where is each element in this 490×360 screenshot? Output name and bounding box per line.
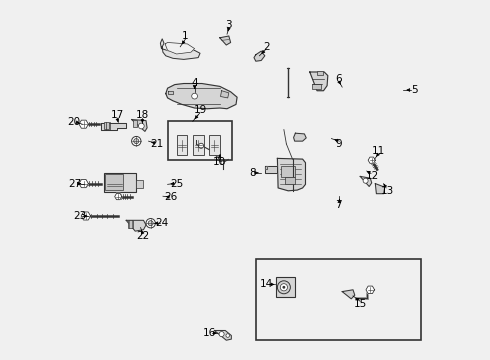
Polygon shape xyxy=(160,39,200,59)
Text: 12: 12 xyxy=(366,171,379,181)
Polygon shape xyxy=(265,166,277,173)
Circle shape xyxy=(198,143,204,148)
Circle shape xyxy=(139,123,144,129)
Bar xyxy=(128,220,133,228)
Text: 15: 15 xyxy=(354,299,367,309)
Polygon shape xyxy=(360,176,372,186)
Circle shape xyxy=(219,332,224,337)
Polygon shape xyxy=(79,120,88,128)
Bar xyxy=(312,84,320,89)
Bar xyxy=(176,135,187,155)
Text: 16: 16 xyxy=(202,328,216,338)
Text: 10: 10 xyxy=(213,157,226,167)
Polygon shape xyxy=(366,286,374,293)
Text: 27: 27 xyxy=(69,179,82,189)
Text: 5: 5 xyxy=(411,85,417,95)
Polygon shape xyxy=(168,91,173,94)
Polygon shape xyxy=(254,51,265,61)
Bar xyxy=(168,121,232,160)
Circle shape xyxy=(363,178,368,183)
Polygon shape xyxy=(375,184,385,194)
Polygon shape xyxy=(342,290,355,299)
Circle shape xyxy=(277,281,291,294)
Bar xyxy=(193,135,204,155)
Circle shape xyxy=(132,136,141,146)
Text: 8: 8 xyxy=(249,168,255,178)
Polygon shape xyxy=(310,72,328,91)
Bar xyxy=(136,180,143,188)
Bar xyxy=(105,174,123,190)
Polygon shape xyxy=(132,120,147,131)
Text: 20: 20 xyxy=(68,117,80,127)
Bar xyxy=(285,177,295,184)
Text: 13: 13 xyxy=(381,186,394,196)
Polygon shape xyxy=(81,212,91,220)
Bar xyxy=(317,71,323,75)
Polygon shape xyxy=(79,180,88,188)
Text: 19: 19 xyxy=(194,105,207,115)
Polygon shape xyxy=(220,36,231,45)
Polygon shape xyxy=(166,84,237,109)
Circle shape xyxy=(134,139,139,144)
Polygon shape xyxy=(277,158,305,191)
Text: 3: 3 xyxy=(225,20,232,30)
Text: 22: 22 xyxy=(136,231,149,241)
Bar xyxy=(133,120,137,127)
Text: 24: 24 xyxy=(156,218,169,228)
Polygon shape xyxy=(220,91,229,98)
Text: 17: 17 xyxy=(111,110,124,120)
Bar xyxy=(256,259,421,340)
Polygon shape xyxy=(165,42,195,54)
Text: 6: 6 xyxy=(335,74,342,84)
Polygon shape xyxy=(215,330,231,340)
Polygon shape xyxy=(126,220,146,231)
Polygon shape xyxy=(101,123,126,130)
Bar xyxy=(209,135,220,155)
Text: 26: 26 xyxy=(165,192,178,202)
Circle shape xyxy=(282,286,285,289)
Bar xyxy=(275,277,295,297)
Circle shape xyxy=(221,161,224,165)
Polygon shape xyxy=(115,193,122,200)
Text: 14: 14 xyxy=(260,279,273,289)
Text: 2: 2 xyxy=(263,42,270,52)
Polygon shape xyxy=(294,133,306,141)
Bar xyxy=(104,173,136,192)
Circle shape xyxy=(280,284,288,291)
Polygon shape xyxy=(368,157,375,163)
Text: 25: 25 xyxy=(170,179,183,189)
Polygon shape xyxy=(265,166,267,169)
Circle shape xyxy=(226,334,229,337)
Text: 23: 23 xyxy=(73,211,86,221)
Circle shape xyxy=(192,93,197,99)
Text: 1: 1 xyxy=(182,31,189,41)
Bar xyxy=(104,122,109,129)
Text: 4: 4 xyxy=(191,78,198,88)
Text: 7: 7 xyxy=(335,200,342,210)
Bar xyxy=(281,166,295,177)
Text: 18: 18 xyxy=(136,110,149,120)
Text: 11: 11 xyxy=(371,146,385,156)
Circle shape xyxy=(146,219,155,228)
Circle shape xyxy=(148,221,153,226)
Text: 9: 9 xyxy=(335,139,342,149)
Text: 21: 21 xyxy=(150,139,164,149)
